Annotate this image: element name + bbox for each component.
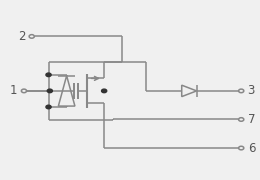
Text: 3: 3 — [248, 84, 255, 97]
Circle shape — [47, 89, 53, 93]
Text: 7: 7 — [248, 113, 255, 126]
Circle shape — [102, 89, 107, 93]
Text: 6: 6 — [248, 141, 255, 155]
Text: 2: 2 — [18, 30, 25, 43]
Text: 1: 1 — [10, 84, 17, 97]
Circle shape — [46, 105, 51, 109]
Circle shape — [46, 73, 51, 77]
